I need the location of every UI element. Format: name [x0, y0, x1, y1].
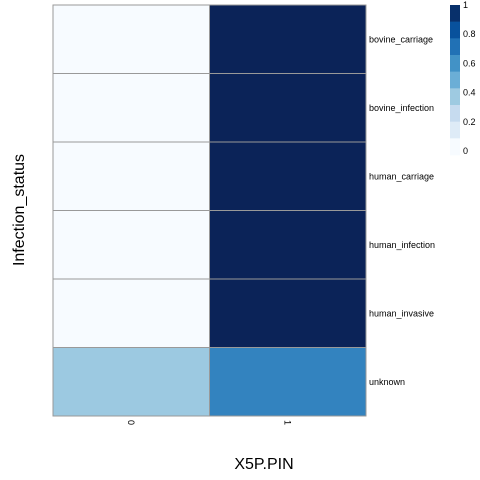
heatmap-cell: [209, 141, 367, 211]
legend-tick-label: 0.6: [463, 58, 476, 68]
heatmap-cell: [52, 4, 210, 74]
legend-tick-label: 1: [463, 0, 468, 10]
legend-swatch: [450, 88, 460, 106]
x-axis-title: X5P.PIN: [234, 456, 293, 473]
heatmap-cell: [52, 347, 210, 417]
heatmap-cell: [209, 4, 367, 74]
column-label: 1: [283, 420, 293, 425]
legend-swatch: [450, 5, 460, 22]
legend-tick-label: 0.2: [463, 117, 476, 127]
legend-swatch: [450, 105, 460, 122]
legend-swatch: [450, 55, 460, 72]
row-labels: bovine_carriage bovine_infection human_car…: [369, 34, 435, 387]
heatmap-cell: [52, 141, 210, 211]
legend-swatch: [450, 71, 460, 89]
heatmap-cells: [52, 4, 367, 417]
row-label: human_carriage: [369, 171, 434, 181]
y-axis-title: Infection_status: [11, 154, 28, 266]
legend-tick-label: 0.4: [463, 88, 476, 98]
color-legend: 0 0.2 0.4 0.6 0.8 1: [450, 0, 476, 156]
heatmap-cell: [52, 210, 210, 280]
row-label: bovine_carriage: [369, 34, 433, 44]
legend-swatch: [450, 138, 460, 156]
row-label: unknown: [369, 377, 405, 387]
row-label: bovine_infection: [369, 103, 434, 113]
heatmap-cell: [209, 347, 367, 417]
heatmap-cell: [209, 210, 367, 280]
heatmap-cell: [52, 278, 210, 348]
heatmap-cell: [52, 73, 210, 143]
row-label: human_infection: [369, 240, 435, 250]
legend-swatch: [450, 121, 460, 139]
heatmap-cell: [209, 278, 367, 348]
legend-tick-label: 0.8: [463, 29, 476, 39]
heatmap-cell: [209, 73, 367, 143]
legend-tick-label: 0: [463, 146, 468, 156]
legend-swatch: [450, 38, 460, 56]
legend-swatch: [450, 21, 460, 39]
row-label: human_invasive: [369, 308, 434, 318]
column-label: 0: [126, 420, 136, 425]
